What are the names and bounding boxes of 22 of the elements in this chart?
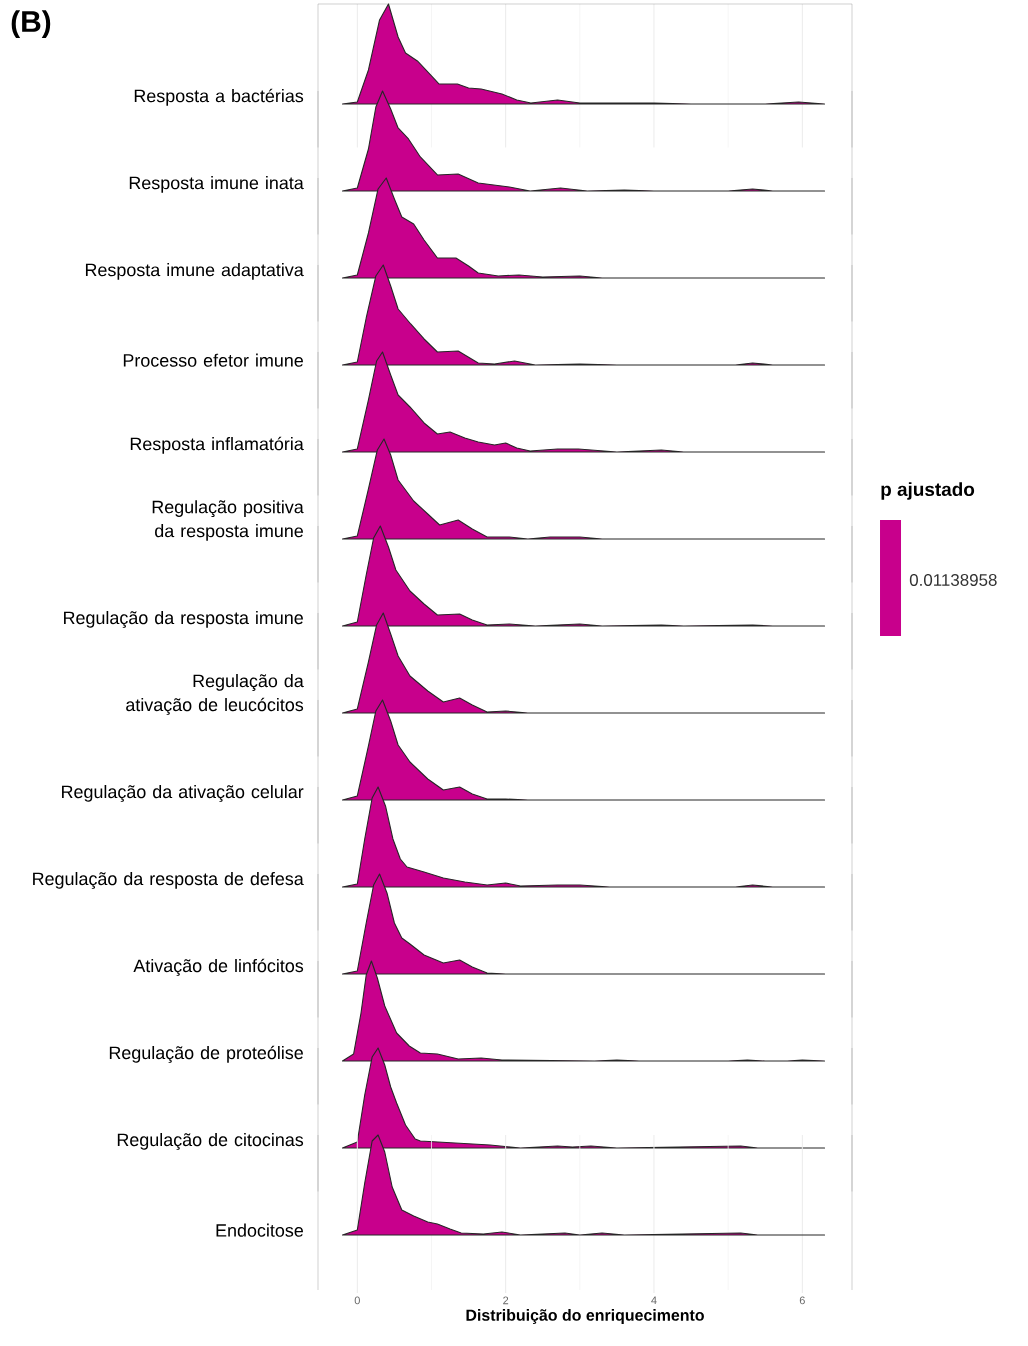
x-tick-label: 4 — [651, 1296, 657, 1305]
text: Regulação da ativação de leucócitos — [126, 674, 304, 715]
text: Endocitose — [216, 1223, 303, 1237]
text: 0.01138958 — [909, 573, 997, 586]
text: (B) — [11, 10, 51, 39]
text: Regulação da ativação celular — [62, 784, 304, 802]
x-axis-title: Distribuição do enriquecimento — [466, 1309, 704, 1324]
text: Resposta inflamatória — [130, 436, 304, 454]
text: Ativação de linfócitos — [133, 958, 304, 976]
x-tick-label: 6 — [799, 1296, 805, 1305]
text: Resposta a bactérias — [134, 88, 304, 106]
text: Regulação da resposta de defesa — [33, 871, 304, 889]
x-tick-label: 2 — [503, 1296, 509, 1305]
text: Processo efetor imune — [123, 353, 303, 367]
x-tick-label: 0 — [354, 1296, 360, 1305]
text: p ajustado — [881, 482, 975, 500]
text: Regulação de proteólise — [109, 1045, 303, 1063]
text: Resposta imune inata — [129, 176, 304, 193]
text: Regulação da resposta imune — [64, 610, 303, 628]
text: Regulação de citocinas — [117, 1133, 304, 1150]
text: Regulação positiva da resposta imune — [152, 500, 304, 541]
text: Resposta imune adaptativa — [85, 263, 304, 280]
